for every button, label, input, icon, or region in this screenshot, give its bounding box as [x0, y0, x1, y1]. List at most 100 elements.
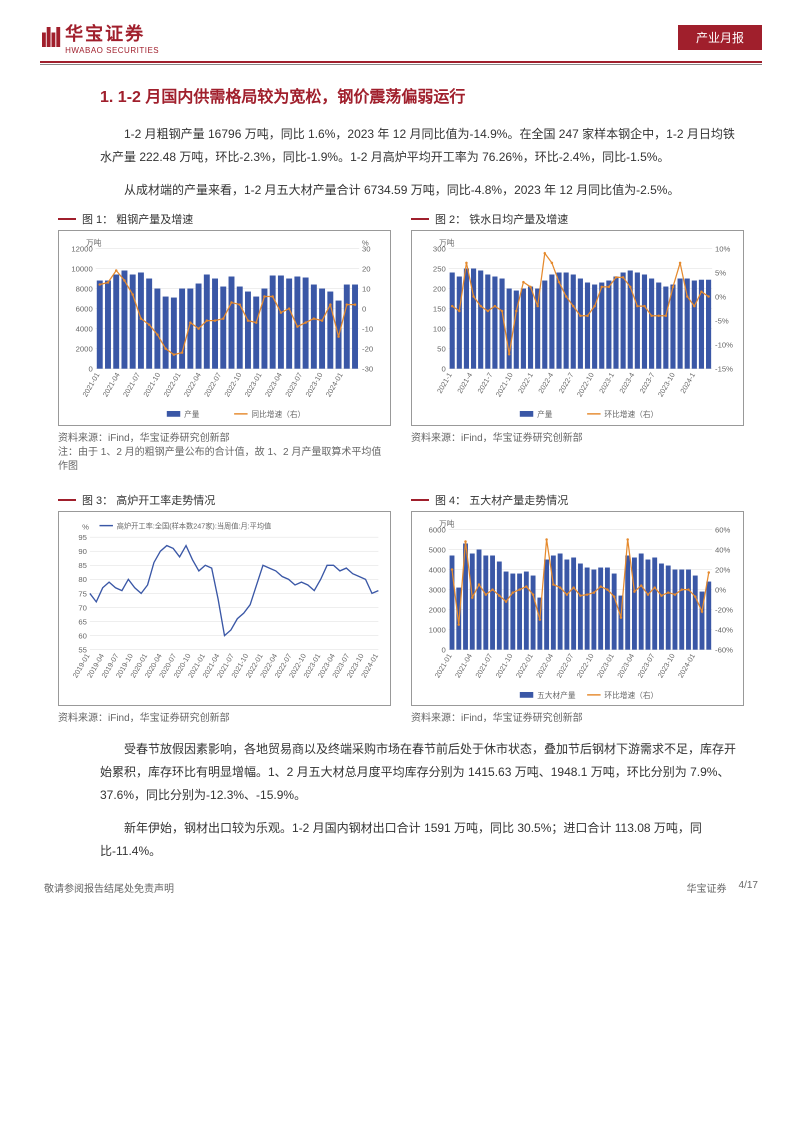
svg-text:2023-01: 2023-01: [243, 371, 264, 398]
svg-text:%: %: [82, 522, 89, 531]
svg-text:100: 100: [433, 325, 446, 334]
svg-text:%: %: [362, 239, 369, 248]
svg-text:环比增速（右）: 环比增速（右）: [604, 690, 658, 700]
footer-brand: 华宝证券: [687, 880, 727, 895]
footer-disclaimer: 敬请参阅报告结尾处免责声明: [44, 880, 174, 895]
dash-icon: [411, 218, 429, 220]
svg-text:2021-7: 2021-7: [475, 371, 494, 395]
svg-text:2022-10: 2022-10: [222, 371, 243, 398]
svg-text:2022-4: 2022-4: [536, 371, 555, 395]
svg-text:2022-1: 2022-1: [516, 371, 535, 395]
svg-text:4000: 4000: [76, 325, 93, 334]
chart-title: 图 1： 粗钢产量及增速: [82, 211, 193, 227]
svg-text:产量: 产量: [184, 409, 200, 419]
chart-4: 0100020003000400050006000-60%-40%-20%0%2…: [414, 516, 741, 704]
charts-grid: 图 1： 粗钢产量及增速 020004000600080001000012000…: [58, 211, 744, 724]
svg-text:2021-10: 2021-10: [494, 652, 515, 679]
svg-text:-30: -30: [362, 365, 373, 374]
svg-text:10%: 10%: [715, 245, 731, 254]
divider-red: [40, 61, 762, 63]
svg-text:2022-10: 2022-10: [575, 652, 596, 679]
svg-text:2023-04: 2023-04: [615, 652, 636, 679]
svg-text:75: 75: [78, 589, 87, 598]
svg-text:2021-04: 2021-04: [453, 652, 474, 679]
svg-text:1000: 1000: [429, 625, 446, 634]
svg-text:2021-4: 2021-4: [455, 371, 474, 395]
paragraph: 从成材端的产量来看，1-2 月五大材产量合计 6734.59 万吨，同比-4.8…: [100, 179, 742, 202]
svg-text:2022-01: 2022-01: [514, 652, 535, 679]
svg-text:2023-10: 2023-10: [656, 652, 677, 679]
svg-text:2024-01: 2024-01: [676, 652, 697, 679]
svg-text:-40%: -40%: [715, 625, 733, 634]
svg-text:五大材产量: 五大材产量: [537, 690, 576, 700]
svg-text:200: 200: [433, 285, 446, 294]
svg-text:万吨: 万吨: [86, 238, 102, 248]
chart-cell-3: 图 3： 高炉开工率走势情况 556065707580859095%2019-0…: [58, 492, 391, 725]
svg-text:2022-04: 2022-04: [182, 371, 203, 398]
dash-icon: [58, 499, 76, 501]
svg-text:70: 70: [78, 603, 87, 612]
svg-text:2021-1: 2021-1: [435, 371, 454, 395]
logo-en: HWABAO SECURITIES: [65, 46, 159, 55]
svg-text:50: 50: [437, 345, 446, 354]
svg-text:2023-04: 2023-04: [263, 371, 284, 398]
svg-text:产量: 产量: [537, 409, 553, 419]
svg-text:2021-04: 2021-04: [101, 371, 122, 398]
svg-text:-60%: -60%: [715, 645, 733, 654]
svg-text:2022-7: 2022-7: [557, 371, 576, 395]
chart-1: 020004000600080001000012000-30-20-100102…: [61, 235, 388, 423]
chart-2: 050100150200250300-15%-10%-5%0%5%10%万吨20…: [414, 235, 741, 423]
svg-text:2021-07: 2021-07: [121, 371, 142, 398]
svg-text:-10%: -10%: [715, 341, 733, 350]
svg-text:0: 0: [362, 305, 366, 314]
svg-text:2023-01: 2023-01: [595, 652, 616, 679]
chart-source: 资料来源：iFind，华宝证券研究创新部: [58, 429, 391, 444]
svg-text:2022-07: 2022-07: [202, 371, 223, 398]
logo-icon: ılıl: [40, 22, 59, 54]
dash-icon: [58, 218, 76, 220]
chart-source: 资料来源：iFind，华宝证券研究创新部: [58, 709, 391, 724]
svg-text:-5%: -5%: [715, 317, 729, 326]
dash-icon: [411, 499, 429, 501]
svg-text:高炉开工率:全国(样本数247家):当周值:月:平均值: 高炉开工率:全国(样本数247家):当周值:月:平均值: [117, 521, 271, 530]
chart-3: 556065707580859095%2019-012019-042019-07…: [61, 516, 388, 704]
svg-text:60%: 60%: [715, 525, 731, 534]
svg-text:2023-7: 2023-7: [638, 371, 657, 395]
svg-text:2024-01: 2024-01: [324, 371, 345, 398]
svg-text:40%: 40%: [715, 545, 731, 554]
svg-text:0%: 0%: [715, 293, 726, 302]
svg-text:4000: 4000: [429, 565, 446, 574]
svg-text:20%: 20%: [715, 565, 731, 574]
logo: ılıl 华宝证券 HWABAO SECURITIES: [40, 20, 159, 55]
svg-text:2021-10: 2021-10: [494, 371, 515, 398]
paragraph: 1-2 月粗钢产量 16796 万吨，同比 1.6%，2023 年 12 月同比…: [100, 123, 742, 169]
paragraph: 受春节放假因素影响，各地贸易商以及终端采购市场在春节前后处于休市状态，叠加节后钢…: [100, 738, 742, 806]
chart-cell-2: 图 2： 铁水日均产量及增速 050100150200250300-15%-10…: [411, 211, 744, 474]
svg-text:2023-07: 2023-07: [283, 371, 304, 398]
svg-text:2022-10: 2022-10: [575, 371, 596, 398]
svg-text:65: 65: [78, 617, 87, 626]
svg-text:150: 150: [433, 305, 446, 314]
svg-text:6000: 6000: [76, 305, 93, 314]
chart-cell-1: 图 1： 粗钢产量及增速 020004000600080001000012000…: [58, 211, 391, 474]
svg-text:同比增速（右）: 同比增速（右）: [251, 409, 305, 419]
svg-text:2023-07: 2023-07: [635, 652, 656, 679]
chart-title: 图 4： 五大材产量走势情况: [435, 492, 568, 508]
svg-text:2021-07: 2021-07: [473, 652, 494, 679]
svg-text:-15%: -15%: [715, 365, 733, 374]
divider-grey: [40, 64, 762, 65]
svg-text:95: 95: [78, 533, 87, 542]
svg-text:2021-01: 2021-01: [80, 371, 101, 398]
page-header: ılıl 华宝证券 HWABAO SECURITIES 产业月报: [40, 20, 762, 55]
footer-page: 4/17: [739, 880, 758, 895]
paragraph: 新年伊始，钢材出口较为乐观。1-2 月国内钢材出口合计 1591 万吨，同比 3…: [100, 817, 742, 863]
svg-text:250: 250: [433, 265, 446, 274]
chart-note: 注：由于 1、2 月的粗钢产量公布的合计值，故 1、2 月产量取算术平均值作图: [58, 446, 391, 474]
chart-title: 图 3： 高炉开工率走势情况: [82, 492, 215, 508]
svg-text:60: 60: [78, 631, 87, 640]
svg-text:-10: -10: [362, 325, 373, 334]
chart-title: 图 2： 铁水日均产量及增速: [435, 211, 568, 227]
section-title: 1. 1-2 月国内供需格局较为宽松，钢价震荡偏弱运行: [100, 83, 762, 107]
chart-cell-4: 图 4： 五大材产量走势情况 0100020003000400050006000…: [411, 492, 744, 725]
svg-text:2024-1: 2024-1: [678, 371, 697, 395]
